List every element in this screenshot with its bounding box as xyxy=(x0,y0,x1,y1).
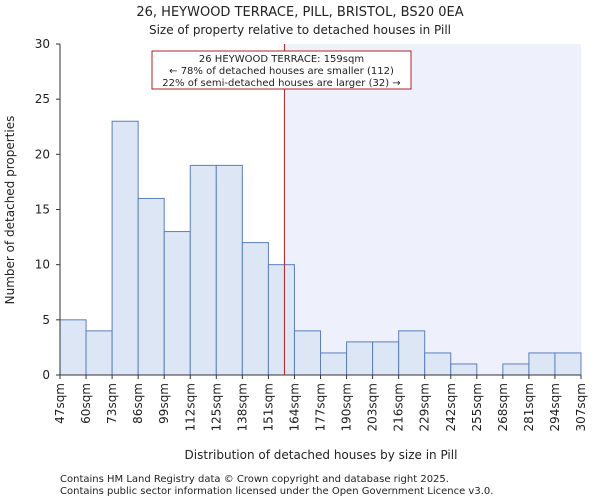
histogram-bar xyxy=(59,319,87,376)
annotation-line-3: 22% of semi-detached houses are larger (… xyxy=(162,78,400,89)
histogram-bar xyxy=(85,330,113,376)
x-tick-label: 99sqm xyxy=(157,383,171,424)
histogram-bar xyxy=(450,363,478,376)
annotation-line-2: ← 78% of detached houses are smaller (11… xyxy=(169,66,394,77)
x-tick-label: 268sqm xyxy=(496,383,510,431)
y-tick-label: 15 xyxy=(35,203,50,217)
chart-title: 26, HEYWOOD TERRACE, PILL, BRISTOL, BS20… xyxy=(136,5,463,20)
y-tick-label: 10 xyxy=(35,258,50,272)
x-tick-label: 203sqm xyxy=(366,383,380,431)
histogram-bar xyxy=(424,352,452,376)
x-tick-label: 125sqm xyxy=(209,383,223,431)
histogram-bar xyxy=(554,352,582,376)
x-tick-label: 112sqm xyxy=(183,383,197,431)
y-tick-label: 20 xyxy=(35,147,50,161)
histogram-bar xyxy=(346,341,374,376)
histogram-bar xyxy=(528,352,556,376)
annotation-line-1: 26 HEYWOOD TERRACE: 159sqm xyxy=(199,54,364,65)
x-tick-label: 177sqm xyxy=(314,383,328,431)
x-tick-label: 164sqm xyxy=(287,383,301,431)
histogram-bar xyxy=(267,264,295,376)
x-tick-label: 47sqm xyxy=(53,383,67,424)
x-tick-label: 294sqm xyxy=(548,383,562,431)
y-axis: 0 5 10 15 20 25 30 xyxy=(35,37,61,382)
x-tick-label: 242sqm xyxy=(444,383,458,431)
x-tick-label: 255sqm xyxy=(470,383,484,431)
x-axis: 47sqm 60sqm 73sqm 86sqm 99sqm 112sqm 125sqm 138… xyxy=(53,374,588,431)
x-tick-label: 229sqm xyxy=(418,383,432,431)
bars-group xyxy=(59,120,582,376)
histogram-bar xyxy=(137,197,165,376)
x-tick-label: 151sqm xyxy=(261,383,275,431)
highlight-region xyxy=(284,44,581,375)
x-tick-label: 190sqm xyxy=(340,383,354,431)
histogram-bar xyxy=(215,164,243,376)
x-tick-label: 138sqm xyxy=(235,383,249,431)
histogram-bar xyxy=(293,330,322,376)
y-tick-label: 0 xyxy=(42,368,50,382)
histogram-bar xyxy=(502,363,530,376)
histogram-bar xyxy=(189,164,217,376)
x-tick-label: 86sqm xyxy=(131,383,145,424)
histogram-bar xyxy=(398,330,426,376)
histogram-bar xyxy=(241,242,269,376)
x-tick-label: 60sqm xyxy=(79,383,93,424)
y-tick-label: 30 xyxy=(35,37,50,51)
footer-line-1: Contains HM Land Registry data © Crown c… xyxy=(60,474,449,485)
histogram-bar xyxy=(320,352,348,376)
y-tick-label: 25 xyxy=(35,92,50,106)
x-tick-label: 307sqm xyxy=(574,383,588,431)
x-tick-label: 73sqm xyxy=(105,383,119,424)
histogram-bar xyxy=(372,341,400,376)
x-tick-label: 216sqm xyxy=(392,383,406,431)
histogram-bar xyxy=(163,231,191,376)
chart-subtitle: Size of property relative to detached ho… xyxy=(149,23,451,37)
y-axis-label: Number of detached properties xyxy=(3,116,17,305)
histogram-bar xyxy=(111,120,139,376)
x-tick-label: 281sqm xyxy=(522,383,536,431)
annotation-box xyxy=(151,50,412,90)
footer-line-2: Contains public sector information licen… xyxy=(60,486,493,497)
y-tick-label: 5 xyxy=(42,313,50,327)
x-axis-label: Distribution of detached houses by size … xyxy=(185,448,458,462)
